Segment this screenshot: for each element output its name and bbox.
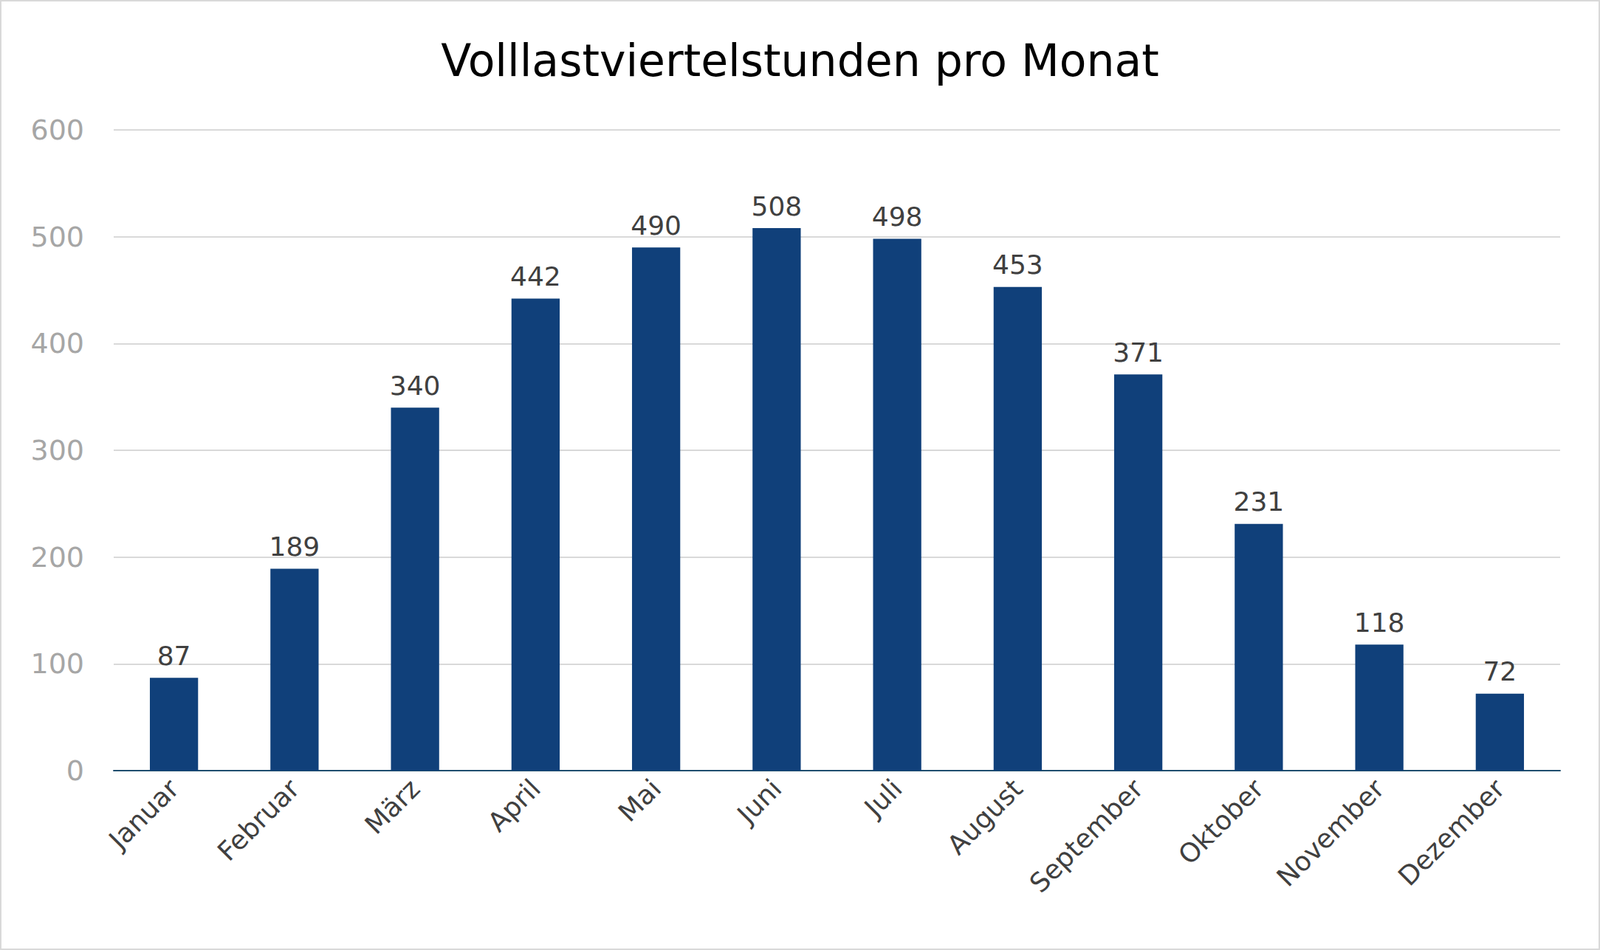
svg-text:340: 340	[389, 370, 441, 401]
svg-text:April: April	[482, 773, 547, 839]
svg-text:September: September	[1023, 773, 1149, 899]
svg-text:453: 453	[992, 249, 1044, 280]
svg-text:0: 0	[66, 754, 85, 788]
svg-text:600: 600	[30, 113, 85, 147]
svg-text:72: 72	[1482, 656, 1517, 687]
svg-text:Mai: Mai	[612, 773, 668, 829]
svg-text:300: 300	[30, 434, 85, 467]
svg-text:Februar: Februar	[211, 773, 306, 867]
svg-text:August: August	[941, 773, 1029, 861]
svg-text:490: 490	[630, 210, 682, 241]
svg-text:Dezember: Dezember	[1392, 773, 1511, 892]
svg-text:Juli: Juli	[857, 773, 908, 824]
svg-text:498: 498	[871, 201, 923, 232]
svg-text:Juni: Juni	[730, 773, 788, 831]
svg-text:November: November	[1270, 773, 1391, 893]
svg-text:189: 189	[269, 531, 321, 562]
svg-text:400: 400	[30, 327, 85, 360]
svg-text:500: 500	[30, 220, 85, 254]
svg-text:371: 371	[1112, 337, 1164, 368]
svg-text:Oktober: Oktober	[1172, 773, 1270, 871]
svg-text:508: 508	[751, 191, 803, 222]
svg-text:231: 231	[1233, 486, 1285, 517]
svg-text:200: 200	[30, 541, 85, 574]
svg-text:Volllastviertelstunden pro Mon: Volllastviertelstunden pro Monat	[440, 34, 1159, 87]
svg-text:Januar: Januar	[101, 773, 185, 856]
svg-text:118: 118	[1354, 607, 1406, 638]
svg-text:87: 87	[157, 640, 192, 672]
svg-text:442: 442	[510, 261, 562, 292]
svg-text:100: 100	[30, 647, 85, 681]
svg-text:März: März	[358, 773, 426, 841]
